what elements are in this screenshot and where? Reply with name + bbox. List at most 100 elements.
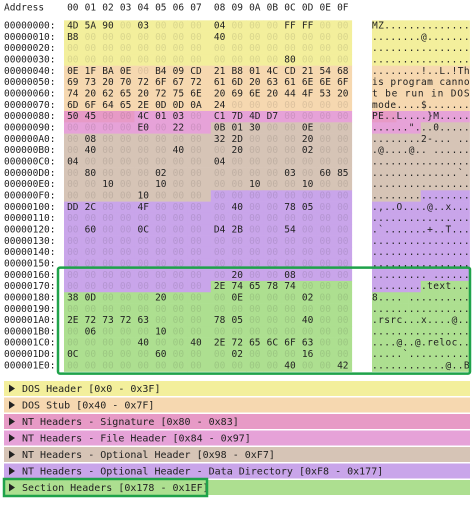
byte-bg xyxy=(298,42,317,55)
byte-bg xyxy=(169,178,188,191)
ascii: .`.......+..T... xyxy=(372,224,470,235)
byte-bg xyxy=(334,54,353,66)
ascii-bg xyxy=(378,303,385,316)
ascii-bg xyxy=(414,156,422,168)
byte: 38 xyxy=(67,292,79,303)
ascii-bg xyxy=(420,20,428,32)
ascii-bg xyxy=(402,76,409,89)
byte: 00 xyxy=(67,122,79,133)
byte: 00 xyxy=(284,100,296,111)
ascii-bg xyxy=(384,190,391,202)
byte: 06 xyxy=(85,326,97,337)
ascii-bg xyxy=(426,280,434,293)
ascii-bg xyxy=(390,88,397,100)
byte: 00 xyxy=(120,43,132,54)
ascii-bg xyxy=(433,178,440,191)
byte-bg xyxy=(99,99,118,112)
byte-bg xyxy=(152,201,171,214)
byte: 00 xyxy=(155,21,167,32)
ascii-bg xyxy=(457,54,464,66)
ascii-bg xyxy=(439,76,446,89)
section-item[interactable]: NT Headers - Optional Header [0x98 - 0xF… xyxy=(4,447,470,462)
byte: 00 xyxy=(214,190,226,201)
section-item[interactable]: DOS Stub [0x40 - 0x7F] xyxy=(4,397,470,413)
ascii-bg xyxy=(390,258,397,270)
byte-bg xyxy=(169,88,188,100)
ascii-bg xyxy=(445,269,452,282)
byte: 60 xyxy=(319,168,331,179)
byte-bg xyxy=(228,292,247,304)
byte: 00 xyxy=(190,122,202,133)
byte-bg xyxy=(210,178,229,191)
ascii-bg xyxy=(372,88,379,100)
byte-bg xyxy=(210,167,229,180)
ascii-bg xyxy=(445,31,452,44)
ascii-bg xyxy=(445,178,452,191)
byte: 00 xyxy=(302,270,314,281)
byte: 00 xyxy=(267,179,279,190)
byte-bg xyxy=(246,20,265,32)
row-address: 00000040: xyxy=(4,66,55,77)
byte: 00 xyxy=(137,258,149,269)
ascii-bg xyxy=(390,348,397,361)
ascii-bg xyxy=(414,190,422,202)
byte-bg xyxy=(187,133,212,146)
byte: 00 xyxy=(319,43,331,54)
ascii-bg xyxy=(372,76,379,89)
byte: 80 xyxy=(85,168,97,179)
section-item[interactable]: NT Headers - File Header [0x84 - 0x97] xyxy=(4,430,470,446)
byte: 00 xyxy=(319,224,331,235)
byte: 50 xyxy=(67,111,79,122)
ascii-bg xyxy=(408,348,415,361)
ascii-bg xyxy=(390,303,397,316)
ascii-bg xyxy=(402,144,409,157)
byte-bg xyxy=(169,122,188,134)
byte: 00 xyxy=(120,156,132,167)
byte-bg xyxy=(210,65,229,78)
byte: 00 xyxy=(249,213,261,224)
expand-arrow xyxy=(9,401,15,409)
byte: 00 xyxy=(102,111,114,122)
byte-bg xyxy=(246,76,265,89)
byte: 00 xyxy=(173,258,185,269)
ascii-bg xyxy=(390,360,397,372)
byte: 2E xyxy=(214,338,226,349)
byte-bg xyxy=(210,326,229,338)
ascii-bg xyxy=(451,99,458,112)
ascii-bg xyxy=(451,88,458,100)
byte: 2C xyxy=(85,202,96,213)
ascii-bg xyxy=(384,133,391,146)
byte: 00 xyxy=(214,360,226,371)
row-address: 00000180: xyxy=(4,292,55,303)
ascii-bg xyxy=(445,360,452,372)
column-header: 06 xyxy=(173,3,185,14)
section-item[interactable]: Section Headers [0x178 - 0x1EF] xyxy=(4,480,470,495)
byte: 00 xyxy=(190,315,202,326)
byte: 00 xyxy=(120,190,132,201)
byte: 6E xyxy=(319,77,331,88)
byte: 00 xyxy=(249,21,261,32)
byte: 00 xyxy=(67,145,79,156)
ascii-bg xyxy=(426,110,434,123)
section-item[interactable]: NT Headers - Signature [0x80 - 0x83] xyxy=(4,414,470,429)
row-address: 00000030: xyxy=(4,54,55,65)
byte: 00 xyxy=(173,168,185,179)
byte-bg xyxy=(316,110,335,123)
byte: 00 xyxy=(190,179,202,190)
ascii-bg xyxy=(378,246,385,259)
byte: 00 xyxy=(173,326,185,337)
byte: 00 xyxy=(319,292,331,303)
ascii-bg xyxy=(463,269,470,282)
section-item[interactable]: NT Headers - Optional Header - Data Dire… xyxy=(4,463,470,479)
byte: 00 xyxy=(190,156,202,167)
byte-bg xyxy=(99,201,118,214)
byte-bg xyxy=(81,269,100,282)
byte: 6F xyxy=(337,77,349,88)
byte-bg xyxy=(134,110,153,123)
section-item[interactable]: DOS Header [0x0 - 0x3F] xyxy=(4,381,470,396)
byte: 00 xyxy=(102,270,114,281)
byte: 00 xyxy=(231,247,243,258)
byte-bg xyxy=(169,212,188,225)
byte-bg xyxy=(210,303,229,316)
byte: 69 xyxy=(231,88,243,99)
